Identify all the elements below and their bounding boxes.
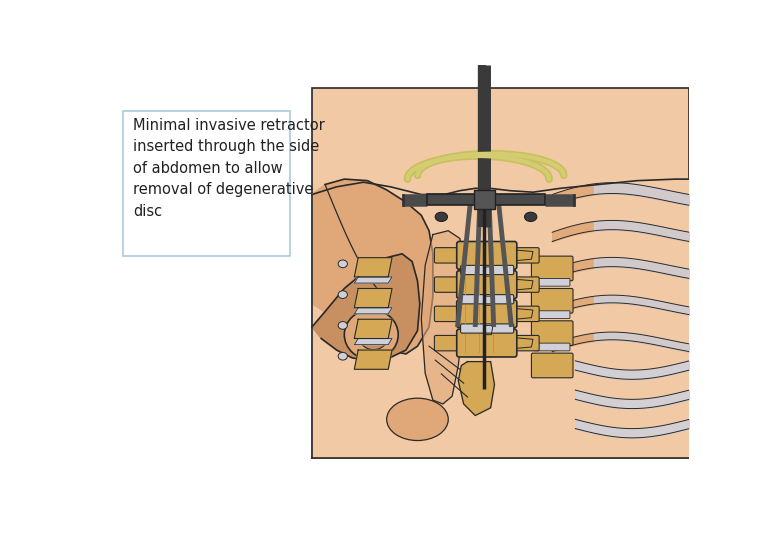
FancyBboxPatch shape (531, 353, 573, 378)
FancyBboxPatch shape (461, 324, 514, 333)
Ellipse shape (338, 321, 347, 329)
FancyBboxPatch shape (457, 271, 517, 299)
FancyBboxPatch shape (531, 288, 573, 313)
FancyBboxPatch shape (435, 336, 459, 351)
FancyBboxPatch shape (461, 295, 514, 304)
Polygon shape (354, 338, 392, 345)
Polygon shape (515, 279, 533, 290)
FancyBboxPatch shape (515, 248, 539, 263)
FancyBboxPatch shape (474, 190, 495, 209)
Polygon shape (354, 288, 392, 308)
Polygon shape (354, 308, 392, 314)
FancyBboxPatch shape (515, 336, 539, 351)
Polygon shape (354, 350, 392, 369)
FancyBboxPatch shape (457, 242, 517, 269)
Polygon shape (458, 362, 495, 415)
FancyBboxPatch shape (535, 279, 570, 286)
Polygon shape (312, 179, 690, 458)
FancyBboxPatch shape (435, 248, 459, 263)
Ellipse shape (525, 212, 537, 222)
Ellipse shape (386, 398, 449, 440)
FancyBboxPatch shape (531, 321, 573, 345)
Ellipse shape (338, 352, 347, 360)
FancyBboxPatch shape (435, 277, 459, 292)
Polygon shape (484, 325, 493, 334)
Ellipse shape (435, 212, 448, 222)
FancyBboxPatch shape (123, 111, 290, 256)
FancyBboxPatch shape (457, 329, 517, 357)
Ellipse shape (338, 291, 347, 299)
Ellipse shape (338, 260, 347, 268)
Ellipse shape (359, 323, 388, 350)
FancyBboxPatch shape (457, 300, 517, 328)
Polygon shape (515, 250, 533, 261)
Polygon shape (484, 296, 493, 305)
FancyBboxPatch shape (531, 256, 573, 281)
FancyBboxPatch shape (535, 311, 570, 319)
Polygon shape (515, 338, 533, 349)
Polygon shape (354, 319, 392, 338)
FancyBboxPatch shape (515, 277, 539, 292)
Polygon shape (312, 254, 420, 362)
FancyBboxPatch shape (312, 89, 690, 458)
Polygon shape (354, 258, 392, 277)
Polygon shape (484, 267, 493, 276)
FancyBboxPatch shape (461, 266, 514, 275)
Polygon shape (515, 308, 533, 319)
FancyBboxPatch shape (428, 194, 545, 205)
FancyBboxPatch shape (435, 306, 459, 321)
Polygon shape (312, 179, 433, 354)
Text: Minimal invasive retractor
inserted through the side
of abdomen to allow
removal: Minimal invasive retractor inserted thro… (134, 117, 325, 219)
FancyBboxPatch shape (515, 306, 539, 321)
Polygon shape (422, 231, 466, 404)
Polygon shape (354, 277, 392, 283)
FancyBboxPatch shape (535, 343, 570, 351)
Ellipse shape (344, 310, 399, 359)
